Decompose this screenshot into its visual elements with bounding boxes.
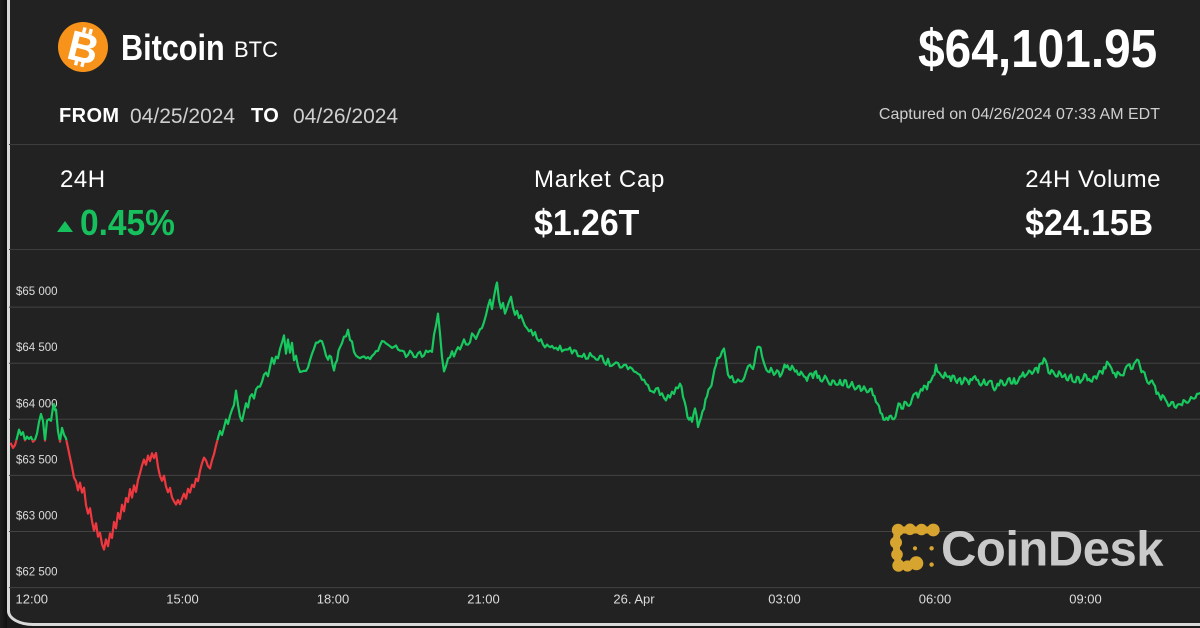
svg-text:$63 000: $63 000 (16, 511, 58, 523)
svg-text:$64 500: $64 500 (16, 342, 58, 354)
svg-text:26. Apr: 26. Apr (613, 592, 655, 607)
svg-text:CoinDesk: CoinDesk (941, 523, 1164, 577)
svg-text:15:00: 15:00 (166, 592, 199, 607)
svg-text:09:00: 09:00 (1069, 592, 1102, 607)
svg-text:$65 000: $65 000 (16, 286, 58, 298)
svg-text:03:00: 03:00 (768, 592, 801, 607)
svg-text:$63 500: $63 500 (16, 454, 58, 466)
svg-text:12:00: 12:00 (16, 592, 49, 607)
svg-text:$64 000: $64 000 (16, 398, 58, 410)
svg-text:18:00: 18:00 (317, 592, 350, 607)
svg-text:06:00: 06:00 (919, 592, 952, 607)
svg-text:$62 500: $62 500 (16, 567, 58, 579)
svg-text:21:00: 21:00 (467, 592, 500, 607)
